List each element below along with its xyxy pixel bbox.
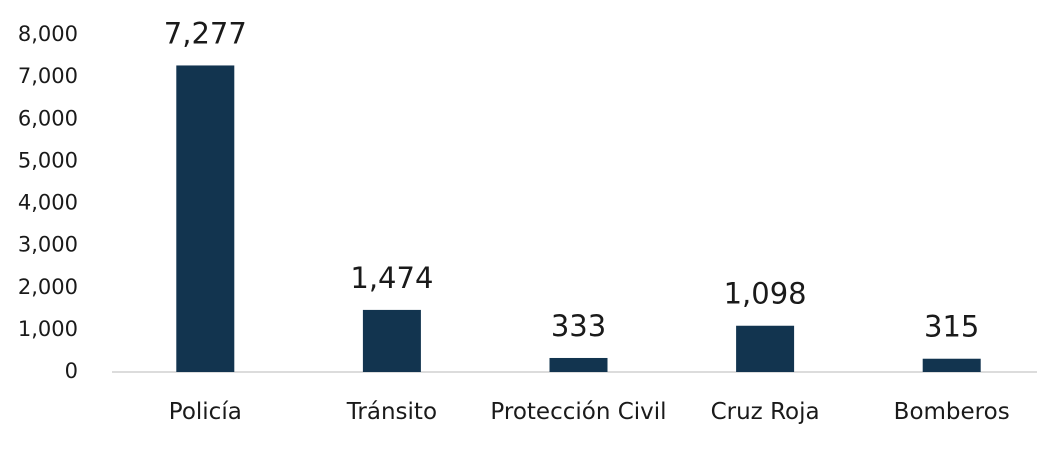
value-label: 1,098 xyxy=(724,277,807,311)
x-tick-label: Policía xyxy=(115,396,295,428)
chart-container: 0 1,000 2,000 3,000 4,000 5,000 6,000 7,000 8,00… xyxy=(0,0,1037,465)
y-tick-label: 8,000 xyxy=(18,22,78,46)
value-label: 315 xyxy=(924,310,979,344)
bar xyxy=(550,358,608,372)
x-tick-label: Tránsito xyxy=(302,396,482,428)
bar xyxy=(363,310,421,372)
y-tick-label: 3,000 xyxy=(18,233,78,257)
x-tick-label: Cruz Roja xyxy=(675,396,855,428)
y-tick-label: 0 xyxy=(65,359,78,383)
y-tick-label: 7,000 xyxy=(18,64,78,88)
x-tick-label: Protección Civil xyxy=(489,396,669,428)
y-tick-label: 6,000 xyxy=(18,106,78,130)
y-tick-label: 4,000 xyxy=(18,191,78,215)
y-tick-label: 5,000 xyxy=(18,148,78,172)
y-tick-label: 1,000 xyxy=(18,317,78,341)
y-tick-label: 2,000 xyxy=(18,275,78,299)
value-label: 333 xyxy=(551,309,606,343)
value-label: 1,474 xyxy=(350,261,433,295)
bar xyxy=(176,65,234,372)
bar xyxy=(736,326,794,372)
x-tick-label: Bomberos xyxy=(862,396,1037,428)
value-label: 7,277 xyxy=(164,16,247,50)
bar xyxy=(923,359,981,372)
